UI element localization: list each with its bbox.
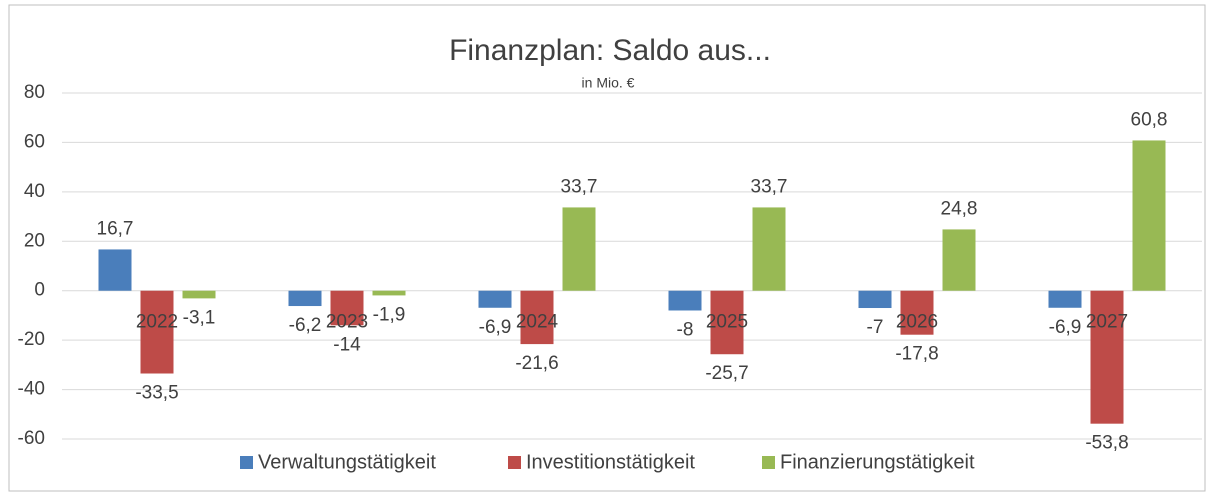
x-tick-label: 2027: [1086, 312, 1128, 333]
value-label: -1,9: [373, 304, 406, 325]
y-tick-label: -20: [18, 329, 45, 350]
bar: [182, 290, 216, 299]
bar: [478, 290, 512, 308]
x-tick-label: 2023: [326, 312, 368, 333]
chart-title: Finanzplan: Saldo aus...: [449, 34, 771, 67]
y-tick-label: -60: [18, 428, 45, 449]
value-label: 16,7: [97, 218, 134, 239]
bar: [520, 290, 554, 345]
bar: [942, 229, 976, 291]
y-tick-label: 20: [24, 230, 45, 251]
value-label: -6,9: [1049, 317, 1082, 338]
bar: [668, 290, 702, 311]
chart-subtitle: in Mio. €: [582, 75, 635, 91]
value-label: 60,8: [1131, 109, 1168, 130]
bar: [858, 290, 892, 309]
y-tick-label: 80: [24, 82, 45, 103]
bar: [1048, 290, 1082, 308]
value-label: -33,5: [135, 383, 178, 404]
bar: [710, 290, 744, 355]
value-label: -7: [867, 317, 884, 338]
bar: [900, 290, 934, 335]
value-label: 33,7: [561, 176, 598, 197]
legend-label: Finanzierungstätigkeit: [780, 451, 975, 473]
value-label: -6,2: [289, 315, 322, 336]
value-label: 33,7: [751, 176, 788, 197]
legend-label: Investitionstätigkeit: [526, 451, 695, 473]
y-tick-label: 40: [24, 181, 45, 202]
y-tick-label: 60: [24, 131, 45, 152]
value-label: -8: [677, 320, 694, 341]
x-tick-label: 2026: [896, 312, 938, 333]
value-label: -3,1: [183, 307, 216, 328]
y-tick-label: 0: [34, 280, 45, 301]
value-label: -25,7: [705, 363, 748, 384]
bar: [372, 290, 406, 296]
bar: [288, 290, 322, 307]
value-label: -17,8: [895, 344, 938, 365]
bar: [98, 249, 132, 291]
chart-frame: [8, 4, 1206, 492]
value-label: -53,8: [1085, 433, 1128, 454]
legend-swatch: [508, 456, 521, 469]
bar: [330, 290, 364, 326]
bar: [752, 207, 786, 291]
legend-swatch: [240, 456, 253, 469]
bar: [562, 207, 596, 291]
x-tick-label: 2024: [516, 312, 559, 333]
legend-label: Verwaltungstätigkeit: [258, 451, 436, 473]
bar: [1090, 290, 1124, 424]
value-label: -21,6: [515, 353, 558, 374]
bar: [1132, 140, 1166, 291]
x-tick-label: 2022: [136, 312, 178, 333]
value-label: -6,9: [479, 317, 512, 338]
legend-swatch: [762, 456, 775, 469]
y-tick-label: -40: [18, 379, 45, 400]
value-label: -14: [333, 334, 361, 355]
bar: [140, 290, 174, 374]
x-tick-label: 2025: [706, 312, 748, 333]
value-label: 24,8: [941, 198, 978, 219]
